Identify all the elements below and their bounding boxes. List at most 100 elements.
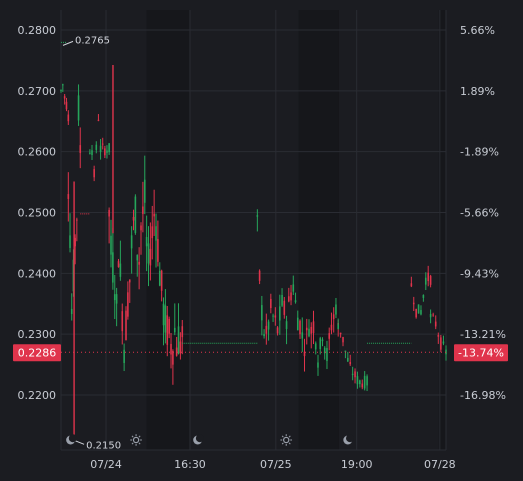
sun-core	[132, 436, 140, 444]
candle-body	[332, 314, 335, 320]
candle-body	[113, 294, 116, 301]
moon-icon	[66, 434, 77, 445]
candle-body	[412, 302, 415, 305]
candle-body	[261, 305, 263, 321]
candle-body	[429, 275, 432, 285]
candle-body	[429, 314, 432, 318]
candle-body	[440, 337, 442, 350]
candle-body	[136, 255, 139, 261]
candle-body	[328, 333, 331, 339]
candle-body	[62, 84, 64, 86]
candle-body	[434, 321, 437, 327]
moon-icon	[193, 434, 204, 445]
right-tick-label: -5.66%	[460, 207, 499, 220]
candle-body	[65, 101, 68, 110]
x-axis: 07/24 16:30 07/25 19:00 07/28	[61, 449, 456, 471]
candle-body	[410, 283, 413, 287]
candle-body	[290, 292, 292, 301]
left-tick-label: 0.2800	[18, 24, 57, 37]
candle-body	[344, 350, 347, 353]
candle-body	[417, 304, 420, 314]
candle-body	[437, 334, 440, 337]
right-tick-label: -9.43%	[460, 267, 499, 280]
moon-icon	[343, 434, 355, 445]
current-percent-badge	[454, 344, 508, 362]
sun-core	[283, 436, 290, 444]
candle-body	[342, 337, 344, 343]
candle-body	[77, 95, 80, 121]
candle-body	[145, 236, 148, 247]
candle-body	[132, 216, 135, 221]
candle-body	[158, 270, 161, 286]
candle-body	[104, 148, 106, 156]
candle-body	[112, 252, 114, 283]
candle-body	[99, 145, 102, 153]
x-tick-label: 07/28	[424, 458, 456, 471]
candle-body	[270, 298, 272, 309]
x-tick-label: 07/25	[260, 458, 292, 471]
sun-icon	[130, 434, 142, 446]
candle-body	[305, 327, 308, 331]
candle-body	[123, 349, 125, 363]
candle-body	[347, 357, 349, 362]
candle-body	[79, 145, 82, 153]
candle-body	[95, 144, 98, 150]
candle-body	[303, 351, 306, 357]
candle-body	[147, 243, 150, 264]
candle-body	[67, 194, 70, 199]
candle-body	[106, 150, 108, 153]
candle-body	[363, 375, 366, 389]
candle-body	[299, 320, 301, 335]
session-icons	[66, 434, 355, 446]
candle-body	[170, 343, 172, 355]
candle-body	[442, 341, 445, 344]
sun-ray	[288, 442, 291, 445]
left-tick-label: 0.2200	[18, 389, 57, 402]
candle-body	[101, 143, 104, 145]
candle-body	[361, 383, 364, 388]
candle-body	[267, 321, 270, 330]
candle-body	[140, 225, 142, 231]
candle-body	[285, 321, 288, 329]
candle-body	[359, 380, 361, 385]
candle-body	[173, 327, 176, 333]
candle-body	[326, 347, 328, 362]
candle-body	[420, 310, 422, 315]
candle-body	[317, 362, 319, 368]
sun-ray	[281, 442, 284, 445]
current-price-label: 0.2286	[18, 346, 57, 359]
sun-icon	[280, 434, 293, 446]
candle-body	[349, 362, 352, 365]
current-percent-label: -13.74%	[458, 346, 504, 359]
candle-body	[330, 324, 333, 331]
candle-body	[63, 96, 66, 99]
candle-body	[138, 261, 140, 265]
candle-body	[337, 324, 339, 329]
candle-body	[258, 270, 261, 281]
session-band	[438, 10, 446, 450]
candle-body	[321, 339, 324, 342]
candle-body	[155, 226, 157, 241]
moon-cutout	[195, 434, 204, 443]
candle-body	[162, 303, 165, 326]
sun-ray	[288, 435, 291, 438]
candle-body	[160, 270, 163, 291]
candle-body	[125, 310, 127, 341]
candle-body	[172, 350, 174, 365]
candle-body	[119, 263, 122, 277]
candle-body	[415, 308, 417, 318]
candle-body	[179, 341, 182, 354]
candle-body	[310, 326, 313, 334]
annotation-label-high: 0.2765	[75, 35, 110, 46]
candle-body	[142, 206, 144, 214]
left-tick-label: 0.2600	[18, 146, 57, 159]
candle-body	[89, 152, 91, 154]
candle-body	[130, 235, 133, 249]
right-tick-label: -1.89%	[460, 146, 499, 159]
candle-body	[339, 332, 342, 335]
left-tick-label: 0.2300	[18, 328, 57, 341]
candle-body	[168, 318, 170, 334]
candle-body	[422, 295, 425, 298]
